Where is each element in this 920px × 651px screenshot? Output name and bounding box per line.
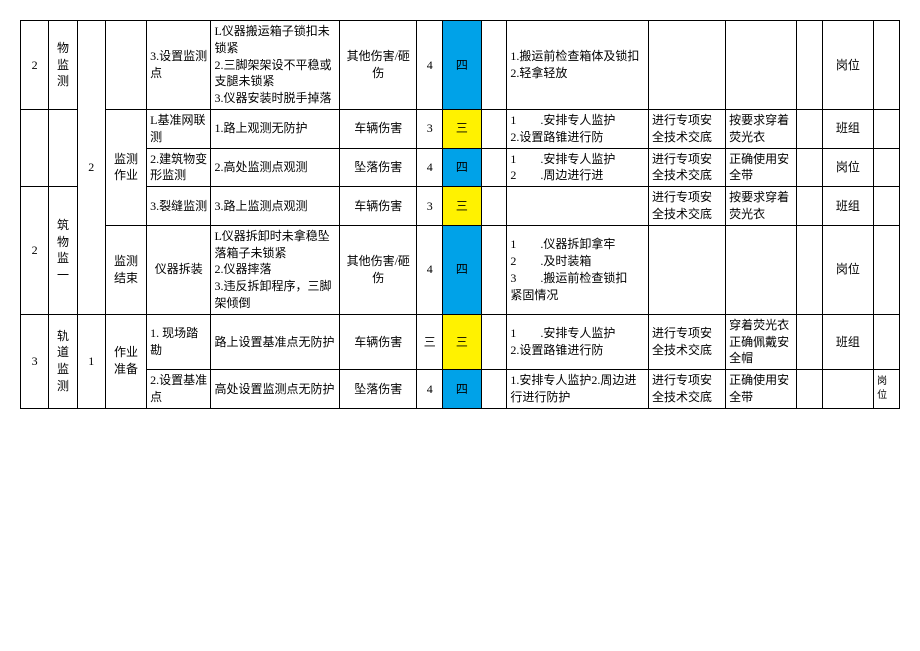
table-cell: 岗位	[822, 148, 873, 187]
table-cell: 3.设置监测点	[147, 21, 211, 110]
table-cell: 进行专项安全技术交底	[648, 370, 725, 409]
table-cell	[796, 109, 822, 148]
table-cell: 2.设置基准点	[147, 370, 211, 409]
table-cell: 班组	[822, 314, 873, 369]
table-cell: 坠落伤害	[340, 148, 417, 187]
table-cell: 4	[417, 225, 443, 314]
table-cell	[796, 187, 822, 226]
table-cell: 2	[21, 21, 49, 110]
table-cell: 监测作业	[105, 109, 146, 225]
table-cell: 四	[443, 148, 482, 187]
table-cell: 三	[417, 314, 443, 369]
table-cell: 按要求穿着荧光衣	[726, 187, 797, 226]
table-cell: 班组	[822, 109, 873, 148]
table-cell: 三	[443, 187, 482, 226]
table-cell: 正确使用安全带	[726, 370, 797, 409]
table-cell: 其他伤害/砸伤	[340, 21, 417, 110]
table-cell: 作业准备	[105, 314, 146, 408]
table-cell: 2.建筑物变形监测	[147, 148, 211, 187]
table-cell	[796, 148, 822, 187]
table-cell: 1.安排专人监护2.周边进行进行防护	[507, 370, 649, 409]
table-cell: 进行专项安全技术交底	[648, 314, 725, 369]
table-cell	[481, 109, 507, 148]
table-cell: L仪器拆卸时未拿稳坠落箱子未锁紧 2.仪器摔落 3.违反拆卸程序，三脚架倾倒	[211, 225, 340, 314]
table-cell: 1 .仪器拆卸拿牢 2 .及时装箱 3 .搬运前检查锁扣 紧固情况	[507, 225, 649, 314]
table-cell: 3	[417, 187, 443, 226]
table-cell: L仪器搬运箱子锁扣未锁紧 2.三脚架架设不平稳或支腿未锁紧 3.仪器安装时脱手掉…	[211, 21, 340, 110]
table-cell: L基准网联测	[147, 109, 211, 148]
table-cell: 3	[417, 109, 443, 148]
table-cell: 车辆伤害	[340, 187, 417, 226]
table-cell	[796, 370, 822, 409]
table-cell: 按要求穿着荧光衣	[726, 109, 797, 148]
table-cell: 3.裂缝监测	[147, 187, 211, 226]
table-cell: 轨道监测	[49, 314, 77, 408]
table-cell	[507, 187, 649, 226]
table-cell: 坠落伤害	[340, 370, 417, 409]
table-cell: 三	[443, 314, 482, 369]
table-cell: 2	[77, 21, 105, 315]
table-cell	[481, 21, 507, 110]
table-cell	[874, 225, 900, 314]
table-cell	[648, 225, 725, 314]
table-cell: 筑物监一	[49, 187, 77, 315]
table-cell: 仪器拆装	[147, 225, 211, 314]
table-cell: 进行专项安全技术交底	[648, 187, 725, 226]
table-cell: 车辆伤害	[340, 109, 417, 148]
table-cell: 1 .安排专人监护 2.设置路锥进行防	[507, 109, 649, 148]
table-cell: 正确使用安全带	[726, 148, 797, 187]
table-cell: 其他伤害/砸伤	[340, 225, 417, 314]
table-cell: 1 .安排专人监护 2 .周边进行进	[507, 148, 649, 187]
table-cell	[796, 314, 822, 369]
table-cell: 4	[417, 370, 443, 409]
table-cell	[874, 109, 900, 148]
table-cell: 1.搬运前检查箱体及锁扣 2.轻拿轻放	[507, 21, 649, 110]
table-cell: 4	[417, 148, 443, 187]
table-cell: 三	[443, 109, 482, 148]
table-cell: 高处设置监测点无防护	[211, 370, 340, 409]
table-cell	[726, 21, 797, 110]
table-cell	[874, 314, 900, 369]
table-cell: 四	[443, 21, 482, 110]
table-cell: 进行专项安全技术交底	[648, 148, 725, 187]
table-cell	[481, 225, 507, 314]
table-cell	[874, 187, 900, 226]
table-cell	[481, 370, 507, 409]
table-cell	[481, 314, 507, 369]
table-cell	[481, 187, 507, 226]
table-cell: 1.路上观测无防护	[211, 109, 340, 148]
table-cell	[105, 21, 146, 110]
table-cell: 3	[21, 314, 49, 408]
risk-table: 2物监测23.设置监测点L仪器搬运箱子锁扣未锁紧 2.三脚架架设不平稳或支腿未锁…	[20, 20, 900, 409]
table-cell	[49, 109, 77, 186]
table-cell: 四	[443, 225, 482, 314]
table-cell: 路上设置基准点无防护	[211, 314, 340, 369]
table-cell: 四	[443, 370, 482, 409]
table-cell	[796, 21, 822, 110]
table-cell	[874, 21, 900, 110]
table-cell: 车辆伤害	[340, 314, 417, 369]
table-cell	[21, 109, 49, 186]
table-cell: 物监测	[49, 21, 77, 110]
table-cell	[822, 370, 873, 409]
table-cell: 1. 现场踏勘	[147, 314, 211, 369]
table-cell: 岗位	[822, 225, 873, 314]
table-cell: 岗位	[822, 21, 873, 110]
table-cell: 进行专项安全技术交底	[648, 109, 725, 148]
table-cell: 4	[417, 21, 443, 110]
table-cell: 2	[21, 187, 49, 315]
table-cell	[726, 225, 797, 314]
table-cell: 3.路上监测点观测	[211, 187, 340, 226]
table-cell: 班组	[822, 187, 873, 226]
table-cell: 穿着荧光衣正确佩戴安全帽	[726, 314, 797, 369]
table-cell	[481, 148, 507, 187]
table-cell: 监测结束	[105, 225, 146, 314]
table-cell: 1	[77, 314, 105, 408]
table-cell	[648, 21, 725, 110]
table-cell	[796, 225, 822, 314]
table-cell: 2.高处监测点观测	[211, 148, 340, 187]
table-cell: 岗位	[874, 370, 900, 409]
table-cell: 1 .安排专人监护 2.设置路锥进行防	[507, 314, 649, 369]
table-cell	[874, 148, 900, 187]
